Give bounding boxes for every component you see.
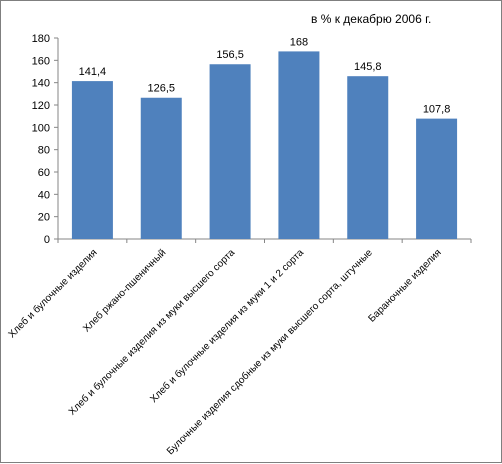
chart-subtitle: в % к декабрю 2006 г. — [311, 12, 431, 26]
y-tick-label: 120 — [32, 100, 50, 112]
y-tick-label: 60 — [38, 167, 50, 179]
category-label-4: Хлеб и булочные изделия из муки 1 и 2 со… — [148, 246, 307, 405]
bar-4 — [278, 51, 320, 240]
y-tick-label: 40 — [38, 189, 50, 201]
bar-3 — [209, 64, 251, 239]
y-tick-label: 180 — [32, 33, 50, 45]
data-label-4: 168 — [290, 36, 308, 48]
y-tick-label: 0 — [44, 234, 50, 246]
y-tick-label: 160 — [32, 55, 50, 67]
y-tick-label: 20 — [38, 212, 50, 224]
category-label-6: Бараночные изделия — [366, 247, 443, 324]
data-label-3: 156,5 — [216, 49, 244, 61]
data-label-1: 141,4 — [79, 66, 107, 78]
y-tick-label: 140 — [32, 78, 50, 90]
bar-5 — [347, 76, 389, 239]
data-label-5: 145,8 — [354, 61, 382, 73]
data-label-2: 126,5 — [147, 83, 175, 95]
y-tick-label: 100 — [32, 122, 50, 134]
bar-2 — [140, 97, 182, 239]
category-label-3: Хлеб и булочные изделия из муки высшего … — [66, 246, 237, 417]
y-tick-label: 80 — [38, 145, 50, 157]
data-label-6: 107,8 — [423, 104, 451, 116]
bar-6 — [416, 118, 458, 239]
bar-1 — [71, 81, 113, 239]
